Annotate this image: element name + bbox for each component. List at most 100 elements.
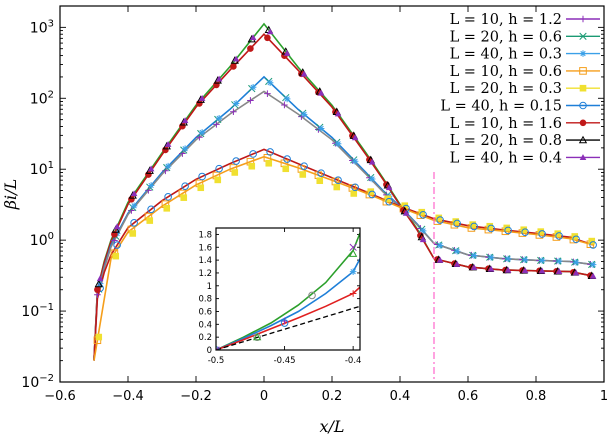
marker-triangle-filled	[402, 209, 410, 216]
marker-star	[436, 242, 444, 249]
marker-star	[215, 115, 223, 122]
marker-circle-filled	[128, 196, 135, 203]
marker-circle-open	[453, 219, 461, 228]
legend-label: L = 40, h = 0.4	[450, 150, 562, 166]
marker-circle-open	[181, 182, 189, 190]
marker-plus	[213, 121, 220, 128]
marker-circle-open	[308, 291, 316, 300]
marker-circle-open	[300, 162, 308, 170]
marker-circle-open	[215, 164, 223, 173]
x-tick-label: 0.6	[458, 389, 479, 404]
marker-square-filled	[197, 184, 205, 192]
marker-star	[130, 202, 138, 210]
marker-star	[164, 162, 172, 170]
marker-triangle-filled	[317, 89, 325, 96]
marker-star	[232, 100, 240, 107]
marker-star	[351, 157, 359, 165]
marker-circle-open	[419, 210, 427, 219]
marker-plus	[281, 317, 288, 325]
marker-triangle-filled	[113, 223, 121, 230]
y-tick-label: 101	[30, 160, 54, 178]
inset-y-tick-label: 1	[207, 282, 212, 292]
inset-y-tick-label: 1.8	[198, 230, 212, 240]
marker-square-filled	[299, 171, 307, 178]
marker-square-filled	[588, 237, 596, 245]
marker-square-filled	[435, 214, 443, 222]
marker-star	[181, 145, 189, 152]
marker-triangle-filled	[300, 70, 308, 77]
marker-circle-open	[538, 230, 546, 238]
marker-square-filled	[265, 159, 273, 167]
marker-circle-filled	[213, 81, 220, 89]
marker-triangle-filled	[436, 256, 444, 263]
marker-square-filled	[537, 228, 545, 235]
x-tick-label: −0.6	[44, 389, 76, 404]
marker-circle-filled	[579, 119, 587, 127]
inset-x-tick-label: -0.5	[208, 356, 225, 366]
marker-plus	[281, 101, 288, 109]
marker-square-filled	[503, 224, 511, 232]
marker-star	[504, 255, 512, 263]
marker-plus	[264, 90, 271, 97]
x-tick-label: 0	[260, 389, 268, 404]
marker-square-filled	[469, 221, 477, 228]
marker-circle-filled	[230, 63, 237, 70]
marker-cross	[349, 243, 357, 251]
x-tick-label: 0.4	[390, 389, 411, 404]
marker-star	[283, 95, 291, 103]
marker-star	[579, 50, 587, 57]
legend-label: L = 20, h = 0.8	[450, 133, 562, 149]
legend: L = 10, h = 1.2L = 20, h = 0.6 L = 40, h …	[440, 12, 600, 166]
marker-star	[368, 175, 376, 183]
marker-circle-filled	[145, 171, 152, 178]
marker-triangle-open	[94, 279, 103, 288]
marker-square-filled	[248, 162, 256, 170]
inset-y-tick-label: 0.8	[198, 295, 212, 305]
marker-circle-open	[351, 183, 359, 192]
marker-triangle-filled	[147, 165, 155, 172]
marker-circle-open	[504, 226, 512, 235]
marker-star	[521, 256, 529, 264]
marker-circle-open	[317, 169, 325, 177]
marker-plus	[349, 290, 357, 297]
marker-triangle-filled	[368, 158, 376, 165]
marker-star	[555, 257, 563, 265]
marker-star	[317, 125, 325, 132]
legend-label: L = 10, h = 1.2	[450, 12, 562, 28]
marker-circle-open	[589, 241, 597, 249]
marker-circle-open	[436, 216, 444, 224]
marker-triangle-filled	[579, 154, 587, 161]
marker-triangle-filled	[470, 264, 478, 271]
y-tick-label: 102	[30, 89, 54, 107]
inset-curves	[216, 232, 360, 350]
marker-star	[572, 259, 580, 266]
marker-square-filled	[231, 169, 239, 176]
marker-triangle-filled	[232, 55, 240, 62]
marker-plus	[579, 15, 587, 23]
marker-square-filled	[486, 222, 494, 230]
legend-label: L = 40, h = 0.15	[440, 99, 562, 115]
marker-triangle-filled	[198, 94, 206, 101]
marker-star	[538, 257, 546, 264]
marker-triangle-filled	[487, 265, 495, 272]
marker-square-filled	[520, 226, 528, 234]
x-tick-label: 0.8	[526, 389, 547, 404]
legend-label: L = 10, h = 0.6	[450, 64, 562, 80]
inset-plot: 0 0.2 0.4 0.6 0.8 1 1.2 1.4 1.6 1.8 -0.5 -0.45 -0.4	[198, 227, 361, 366]
marker-square-filled	[316, 177, 324, 185]
y-tick-label: 10−2	[21, 373, 54, 391]
x-tick-label: −0.2	[180, 389, 212, 404]
marker-star	[589, 261, 597, 268]
inset-y-tick-label: 0.4	[198, 320, 212, 330]
x-tick-label: 0.2	[322, 389, 343, 404]
marker-star	[249, 83, 257, 91]
marker-circle-open	[487, 224, 495, 233]
inset-background	[216, 228, 360, 350]
marker-circle-filled	[247, 45, 254, 52]
marker-star	[349, 268, 357, 275]
marker-square-filled	[163, 205, 171, 212]
marker-square-filled	[579, 84, 587, 92]
marker-star	[453, 247, 461, 255]
marker-square-filled	[129, 230, 137, 237]
